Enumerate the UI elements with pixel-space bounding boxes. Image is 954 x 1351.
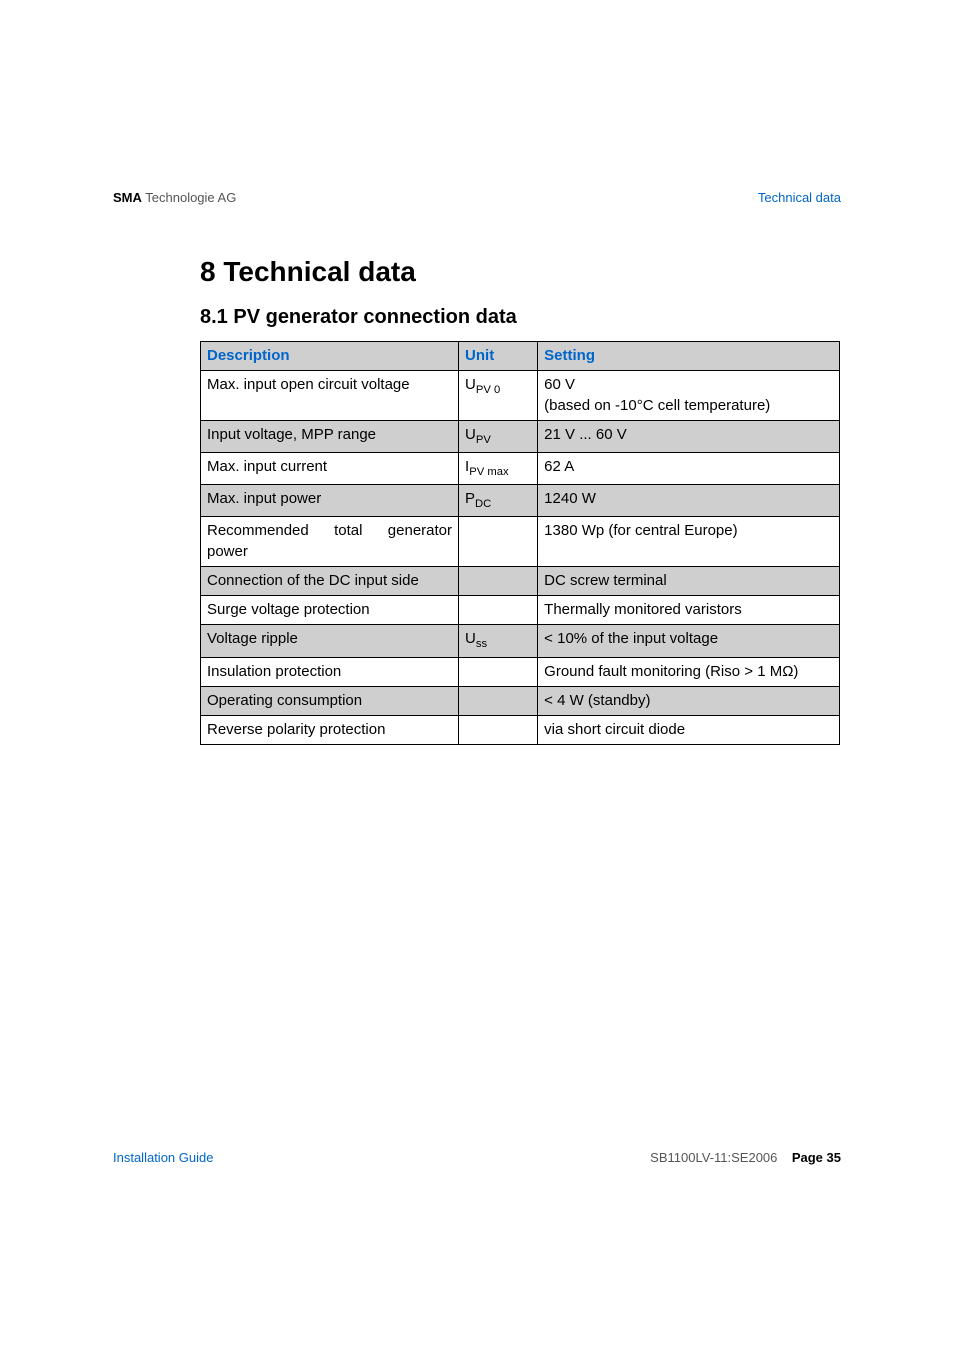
- table-row: Reverse polarity protection via short cir…: [201, 716, 840, 745]
- cell-setting: 1240 W: [538, 485, 840, 517]
- cell-setting: Thermally monitored varistors: [538, 596, 840, 625]
- cell-description: Max. input power: [201, 485, 459, 517]
- cell-setting: via short circuit diode: [538, 716, 840, 745]
- th-unit: Unit: [459, 342, 538, 371]
- page-footer: Installation Guide SB1100LV-11:SE2006 Pa…: [113, 1150, 841, 1165]
- cell-description: Recommended total generator power: [201, 517, 459, 567]
- header-section: Technical data: [758, 190, 841, 205]
- cell-unit: [459, 686, 538, 715]
- cell-unit: Uss: [459, 625, 538, 657]
- table-row: Connection of the DC input side DC screw …: [201, 566, 840, 595]
- table-row: Insulation protection Ground fault monito…: [201, 657, 840, 686]
- cell-unit: [459, 657, 538, 686]
- header-company-rest: Technologie AG: [142, 190, 236, 205]
- spec-table: Description Unit Setting Max. input open…: [200, 341, 840, 745]
- section-title: 8.1 PV generator connection data: [200, 306, 841, 329]
- table-row: Voltage rippleUss< 10% of the input volt…: [201, 625, 840, 657]
- table-row: Max. input powerPDC1240 W: [201, 485, 840, 517]
- cell-setting: < 4 W (standby): [538, 686, 840, 715]
- footer-left: Installation Guide: [113, 1150, 213, 1165]
- cell-description: Max. input current: [201, 452, 459, 484]
- cell-description: Operating consumption: [201, 686, 459, 715]
- page-header: SMA Technologie AG Technical data: [113, 190, 841, 205]
- header-company: SMA Technologie AG: [113, 190, 236, 205]
- table-header-row: Description Unit Setting: [201, 342, 840, 371]
- cell-unit: [459, 596, 538, 625]
- table-row: Recommended total generator power 1380 Wp…: [201, 517, 840, 567]
- table-row: Surge voltage protection Thermally monito…: [201, 596, 840, 625]
- cell-description: Max. input open circuit voltage: [201, 371, 459, 421]
- table-body: Max. input open circuit voltageUPV 060 V…: [201, 371, 840, 745]
- table-row: Max. input open circuit voltageUPV 060 V…: [201, 371, 840, 421]
- cell-unit: PDC: [459, 485, 538, 517]
- cell-unit: [459, 566, 538, 595]
- header-company-bold: SMA: [113, 190, 142, 205]
- cell-unit: [459, 517, 538, 567]
- cell-description: Input voltage, MPP range: [201, 420, 459, 452]
- table-row: Operating consumption < 4 W (standby): [201, 686, 840, 715]
- cell-description: Insulation protection: [201, 657, 459, 686]
- cell-setting: DC screw terminal: [538, 566, 840, 595]
- cell-setting: 21 V ... 60 V: [538, 420, 840, 452]
- cell-setting: 60 V(based on -10°C cell temperature): [538, 371, 840, 421]
- cell-setting: < 10% of the input voltage: [538, 625, 840, 657]
- footer-doc-code: SB1100LV-11:SE2006: [650, 1150, 777, 1165]
- cell-unit: [459, 716, 538, 745]
- footer-page-label: Page 35: [792, 1150, 841, 1165]
- cell-description: Surge voltage protection: [201, 596, 459, 625]
- page: SMA Technologie AG Technical data 8 Tech…: [0, 0, 954, 1351]
- table-row: Input voltage, MPP rangeUPV21 V ... 60 V: [201, 420, 840, 452]
- cell-description: Connection of the DC input side: [201, 566, 459, 595]
- footer-right: SB1100LV-11:SE2006 Page 35: [650, 1150, 841, 1165]
- th-setting: Setting: [538, 342, 840, 371]
- cell-setting: Ground fault monitoring (Riso > 1 MΩ): [538, 657, 840, 686]
- cell-setting: 1380 Wp (for central Europe): [538, 517, 840, 567]
- cell-unit: UPV: [459, 420, 538, 452]
- page-title: 8 Technical data: [200, 256, 841, 288]
- cell-description: Reverse polarity protection: [201, 716, 459, 745]
- cell-unit: UPV 0: [459, 371, 538, 421]
- cell-unit: IPV max: [459, 452, 538, 484]
- th-description: Description: [201, 342, 459, 371]
- cell-setting: 62 A: [538, 452, 840, 484]
- table-row: Max. input currentIPV max62 A: [201, 452, 840, 484]
- cell-description: Voltage ripple: [201, 625, 459, 657]
